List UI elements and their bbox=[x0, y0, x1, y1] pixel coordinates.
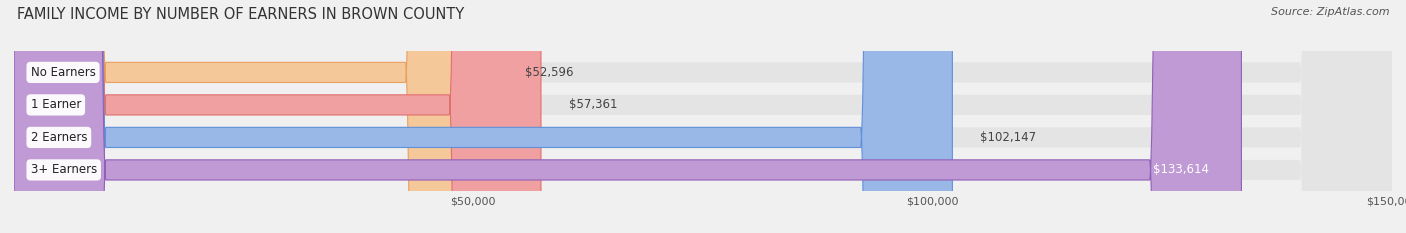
FancyBboxPatch shape bbox=[14, 0, 1392, 233]
Text: 1 Earner: 1 Earner bbox=[31, 98, 82, 111]
FancyBboxPatch shape bbox=[14, 0, 1392, 233]
FancyBboxPatch shape bbox=[14, 0, 1392, 233]
FancyBboxPatch shape bbox=[14, 0, 1241, 233]
Text: $52,596: $52,596 bbox=[524, 66, 574, 79]
FancyBboxPatch shape bbox=[14, 0, 1392, 233]
Text: No Earners: No Earners bbox=[31, 66, 96, 79]
Text: FAMILY INCOME BY NUMBER OF EARNERS IN BROWN COUNTY: FAMILY INCOME BY NUMBER OF EARNERS IN BR… bbox=[17, 7, 464, 22]
Text: Source: ZipAtlas.com: Source: ZipAtlas.com bbox=[1271, 7, 1389, 17]
Text: $133,614: $133,614 bbox=[1153, 163, 1209, 176]
FancyBboxPatch shape bbox=[14, 0, 541, 233]
Text: 3+ Earners: 3+ Earners bbox=[31, 163, 97, 176]
Text: $57,361: $57,361 bbox=[568, 98, 617, 111]
FancyBboxPatch shape bbox=[14, 0, 498, 233]
FancyBboxPatch shape bbox=[14, 0, 952, 233]
Text: $102,147: $102,147 bbox=[980, 131, 1036, 144]
Text: 2 Earners: 2 Earners bbox=[31, 131, 87, 144]
